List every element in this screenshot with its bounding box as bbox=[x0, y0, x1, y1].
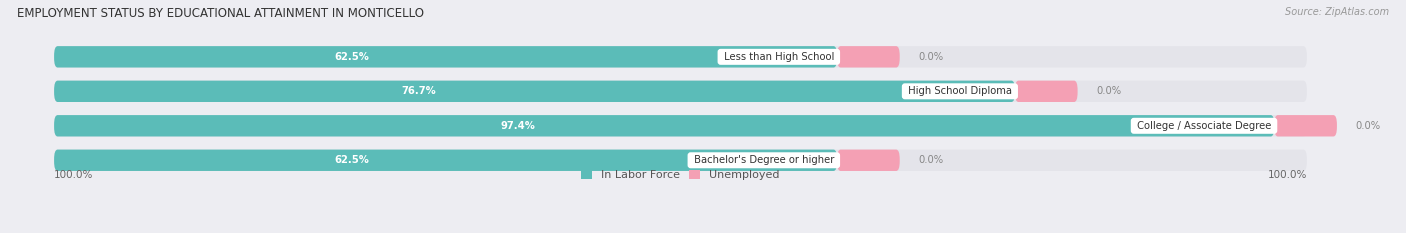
Text: College / Associate Degree: College / Associate Degree bbox=[1133, 121, 1274, 131]
Text: 62.5%: 62.5% bbox=[335, 155, 370, 165]
Text: EMPLOYMENT STATUS BY EDUCATIONAL ATTAINMENT IN MONTICELLO: EMPLOYMENT STATUS BY EDUCATIONAL ATTAINM… bbox=[17, 7, 423, 20]
FancyBboxPatch shape bbox=[53, 150, 837, 171]
Text: High School Diploma: High School Diploma bbox=[905, 86, 1015, 96]
FancyBboxPatch shape bbox=[53, 115, 1274, 137]
Text: Less than High School: Less than High School bbox=[721, 52, 837, 62]
Text: Source: ZipAtlas.com: Source: ZipAtlas.com bbox=[1285, 7, 1389, 17]
Text: 0.0%: 0.0% bbox=[918, 155, 943, 165]
FancyBboxPatch shape bbox=[53, 46, 1306, 68]
Text: Bachelor's Degree or higher: Bachelor's Degree or higher bbox=[690, 155, 837, 165]
FancyBboxPatch shape bbox=[53, 81, 1306, 102]
Text: 0.0%: 0.0% bbox=[1355, 121, 1381, 131]
Text: 100.0%: 100.0% bbox=[1267, 170, 1306, 180]
FancyBboxPatch shape bbox=[837, 46, 900, 68]
Legend: In Labor Force, Unemployed: In Labor Force, Unemployed bbox=[576, 166, 785, 185]
FancyBboxPatch shape bbox=[837, 150, 900, 171]
FancyBboxPatch shape bbox=[53, 81, 1015, 102]
Text: 100.0%: 100.0% bbox=[53, 170, 93, 180]
Text: 62.5%: 62.5% bbox=[335, 52, 370, 62]
FancyBboxPatch shape bbox=[1015, 81, 1077, 102]
FancyBboxPatch shape bbox=[53, 46, 837, 68]
Text: 0.0%: 0.0% bbox=[918, 52, 943, 62]
Text: 97.4%: 97.4% bbox=[501, 121, 536, 131]
Text: 76.7%: 76.7% bbox=[402, 86, 437, 96]
FancyBboxPatch shape bbox=[1274, 115, 1337, 137]
FancyBboxPatch shape bbox=[53, 150, 1306, 171]
Text: 0.0%: 0.0% bbox=[1097, 86, 1122, 96]
FancyBboxPatch shape bbox=[53, 115, 1306, 137]
